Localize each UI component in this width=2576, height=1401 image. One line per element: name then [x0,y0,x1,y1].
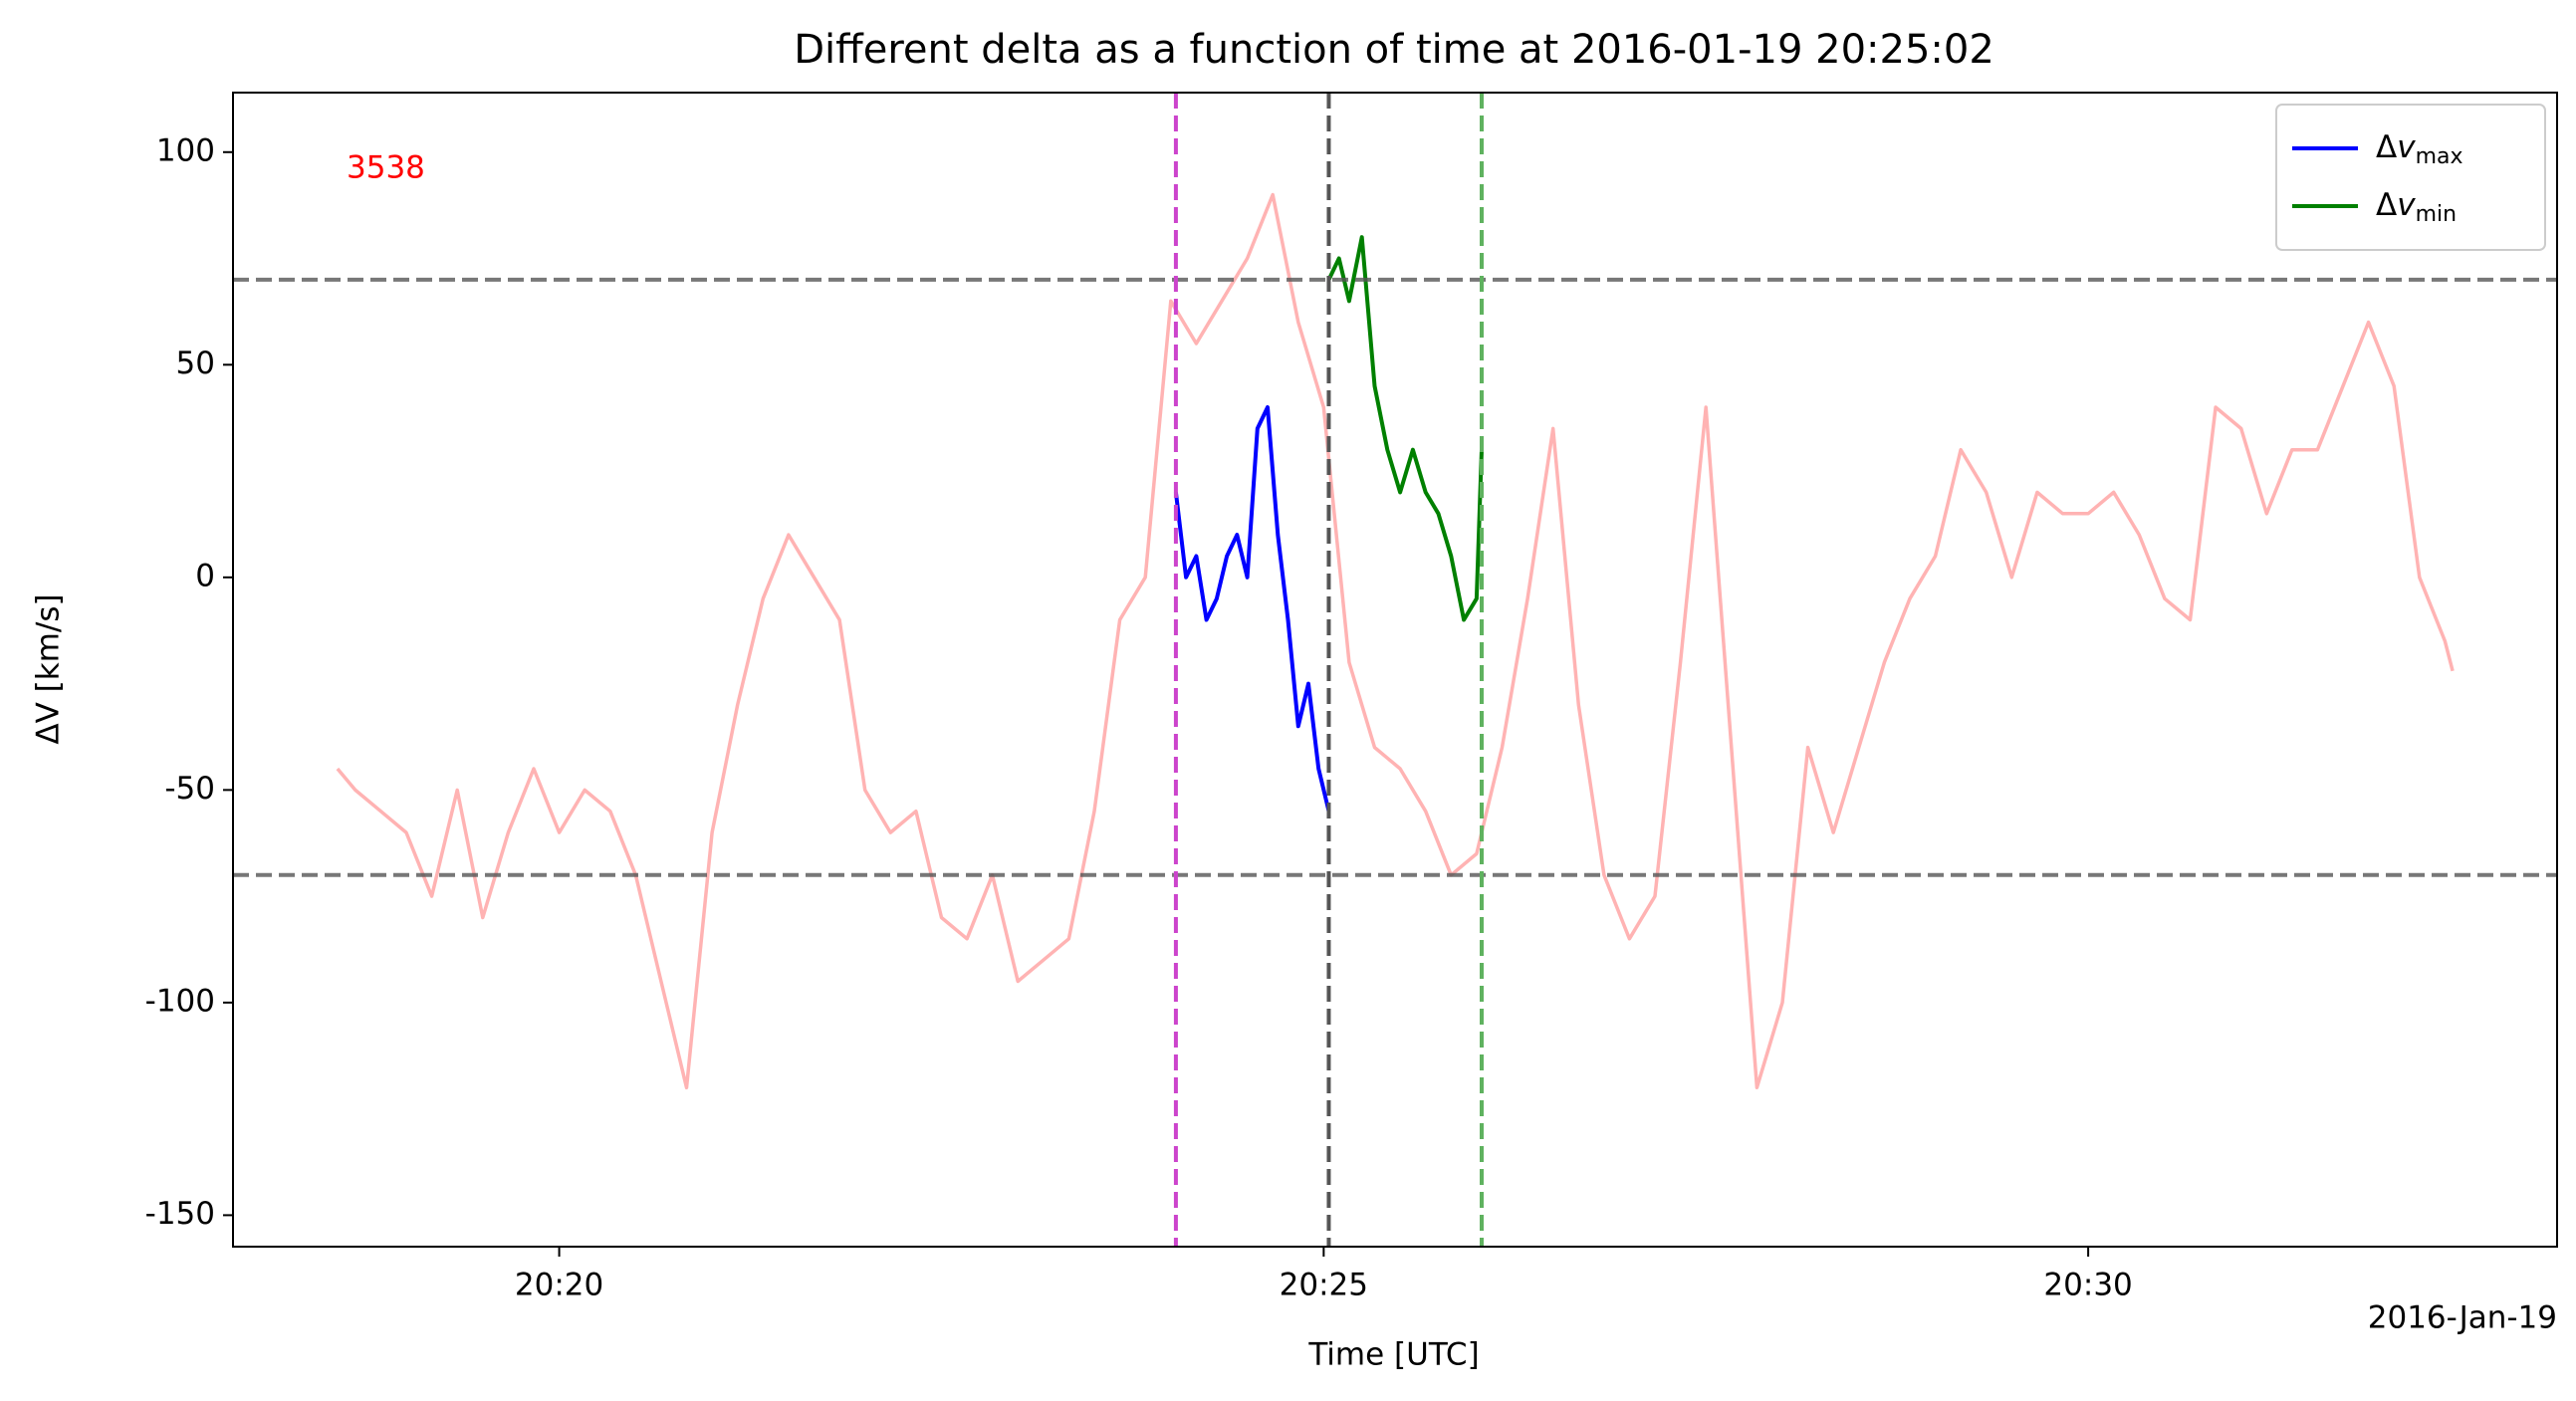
plot-frame [232,92,2558,1248]
y-tick-label: -150 [145,1196,215,1232]
annotation: 3538 [347,150,425,186]
x-tick-label: 20:20 [515,1268,603,1303]
x-tick-label: 20:30 [2043,1268,2132,1303]
y-axis-label: ΔV [km/s] [31,593,67,744]
legend-label: Δvmin [2376,187,2457,228]
chart-title: Different delta as a function of time at… [794,27,1994,73]
x-axis-label: Time [UTC] [1307,1337,1479,1373]
legend-box [2275,104,2546,251]
x-tick-label: 20:25 [1280,1268,1368,1303]
legend-label: Δvmax [2376,129,2463,170]
series-line [1326,235,1484,622]
date-label: 2016-Jan-19 [2368,1300,2557,1336]
y-tick-label: 50 [176,346,215,381]
y-tick-label: 0 [195,558,215,593]
background-line [336,192,2455,1090]
y-tick-label: 100 [156,132,215,168]
series-line [1173,405,1331,813]
y-tick-label: -50 [164,771,215,807]
y-tick-label: -100 [145,983,215,1019]
